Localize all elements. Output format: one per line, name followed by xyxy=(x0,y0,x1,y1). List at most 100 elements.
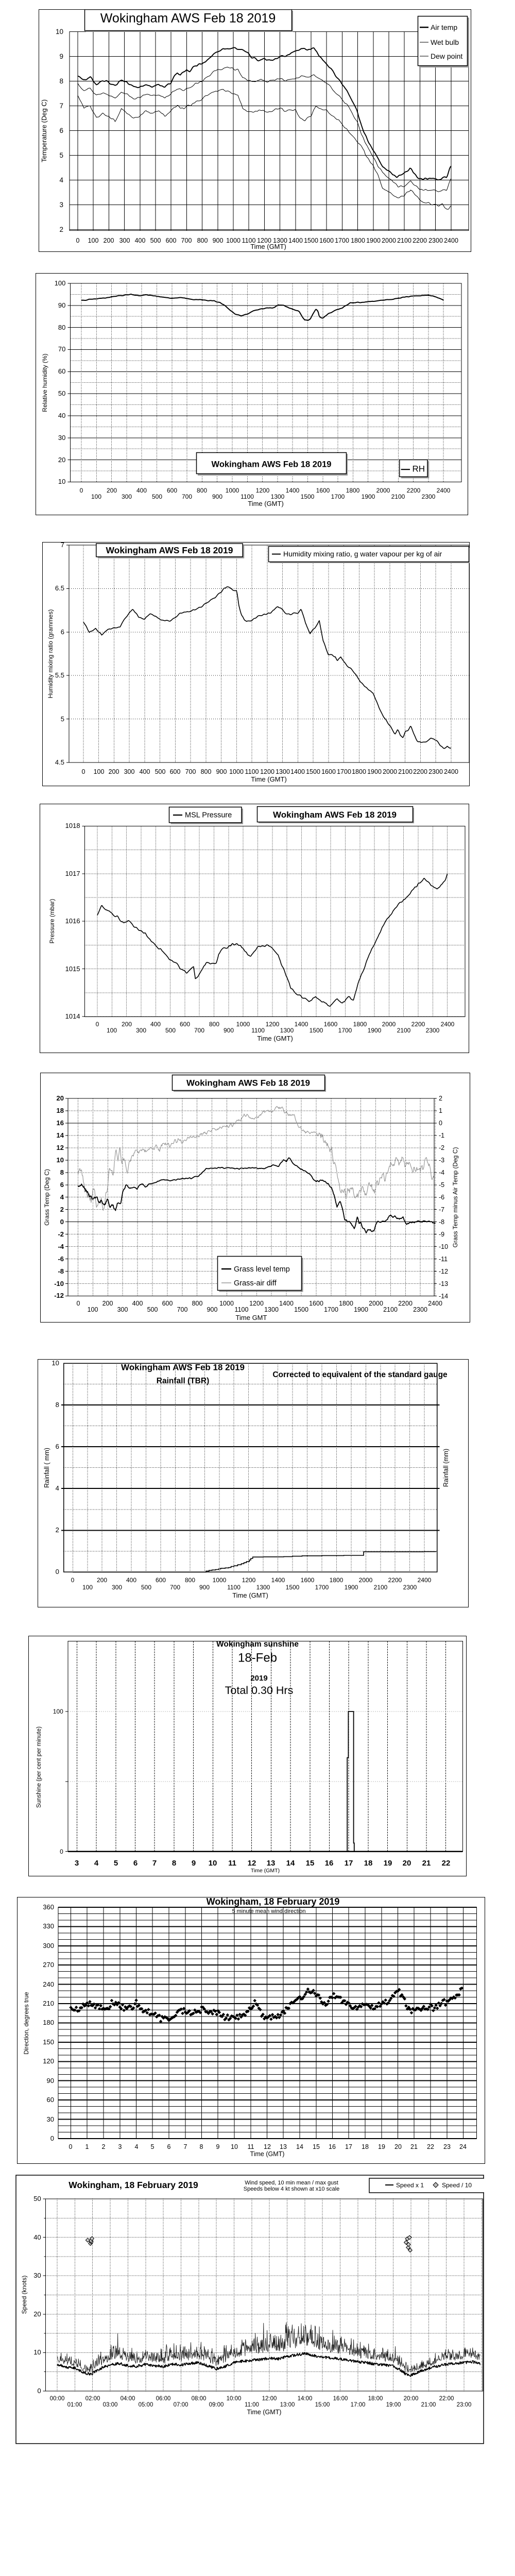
svg-text:2: 2 xyxy=(102,2143,106,2150)
svg-text:200: 200 xyxy=(122,1021,132,1028)
svg-text:24: 24 xyxy=(459,2143,467,2150)
svg-text:-1: -1 xyxy=(439,1132,444,1139)
svg-text:1000: 1000 xyxy=(213,1577,227,1584)
svg-text:1500: 1500 xyxy=(310,1027,323,1034)
svg-text:1018: 1018 xyxy=(65,822,80,829)
svg-text:120: 120 xyxy=(43,2057,54,2065)
svg-text:Wokingham AWS Feb 18 2019: Wokingham AWS Feb 18 2019 xyxy=(212,460,332,469)
svg-text:0: 0 xyxy=(77,1300,80,1307)
svg-text:200: 200 xyxy=(97,1577,107,1584)
svg-text:Rainfall ( mm): Rainfall ( mm) xyxy=(43,1448,50,1488)
svg-text:Wokingham AWS Feb 18 2019: Wokingham AWS Feb 18 2019 xyxy=(273,810,397,820)
svg-text:08:00: 08:00 xyxy=(192,2396,207,2402)
svg-text:800: 800 xyxy=(197,237,208,244)
svg-text:1700: 1700 xyxy=(335,237,349,244)
svg-text:1900: 1900 xyxy=(366,237,381,244)
svg-text:Wind speed, 10 min mean / max: Wind speed, 10 min mean / max gust xyxy=(245,2180,338,2186)
svg-text:22:00: 22:00 xyxy=(439,2396,454,2402)
svg-text:2300: 2300 xyxy=(403,1584,417,1591)
svg-text:Rainfall (TBR): Rainfall (TBR) xyxy=(157,1377,209,1385)
svg-text:Speed / 10: Speed / 10 xyxy=(442,2182,472,2189)
svg-text:2100: 2100 xyxy=(398,768,413,775)
svg-text:Time (GMT): Time (GMT) xyxy=(250,243,286,250)
svg-text:1700: 1700 xyxy=(338,1027,352,1034)
svg-text:70: 70 xyxy=(58,345,65,353)
svg-text:1200: 1200 xyxy=(257,237,271,244)
svg-text:5: 5 xyxy=(61,715,64,723)
svg-text:10: 10 xyxy=(56,28,63,36)
svg-text:1100: 1100 xyxy=(251,1027,265,1034)
svg-text:Wokingham AWS Feb 18 2019: Wokingham AWS Feb 18 2019 xyxy=(106,545,233,555)
svg-text:9: 9 xyxy=(192,1859,196,1868)
svg-text:2: 2 xyxy=(56,1526,59,1534)
svg-text:200: 200 xyxy=(109,768,119,775)
svg-text:2300: 2300 xyxy=(422,493,436,500)
svg-text:1100: 1100 xyxy=(241,493,254,500)
svg-text:2000: 2000 xyxy=(383,768,397,775)
svg-text:13: 13 xyxy=(280,2143,287,2150)
svg-text:400: 400 xyxy=(132,1300,143,1307)
svg-text:900: 900 xyxy=(212,493,222,500)
svg-text:5: 5 xyxy=(114,1859,118,1868)
svg-text:0: 0 xyxy=(37,2387,41,2395)
svg-text:100: 100 xyxy=(91,493,101,500)
svg-text:1016: 1016 xyxy=(65,917,80,925)
svg-text:500: 500 xyxy=(155,768,166,775)
svg-text:1500: 1500 xyxy=(294,1306,308,1313)
svg-text:09:00: 09:00 xyxy=(209,2402,224,2408)
svg-text:270: 270 xyxy=(43,1961,54,1969)
svg-text:-8: -8 xyxy=(58,1267,64,1275)
svg-text:2400: 2400 xyxy=(418,1577,432,1584)
svg-text:Wokingham, 18 February 2019: Wokingham, 18 February 2019 xyxy=(68,2180,198,2190)
svg-text:10: 10 xyxy=(231,2143,238,2150)
svg-text:1300: 1300 xyxy=(276,768,290,775)
svg-text:Pressure (mbar): Pressure (mbar) xyxy=(48,899,56,944)
svg-text:1400: 1400 xyxy=(295,1021,308,1028)
svg-text:Time (GMT): Time (GMT) xyxy=(251,1868,280,1874)
svg-text:Time GMT: Time GMT xyxy=(236,1314,267,1321)
svg-text:17:00: 17:00 xyxy=(351,2402,366,2408)
svg-text:1400: 1400 xyxy=(290,768,305,775)
svg-text:300: 300 xyxy=(119,237,130,244)
svg-text:21: 21 xyxy=(422,1859,431,1868)
svg-text:0: 0 xyxy=(96,1021,99,1028)
svg-text:11:00: 11:00 xyxy=(245,2402,259,2408)
svg-text:Time (GMT): Time (GMT) xyxy=(257,1035,293,1042)
svg-text:4: 4 xyxy=(135,2143,139,2150)
svg-text:9: 9 xyxy=(216,2143,220,2150)
svg-text:Wet bulb: Wet bulb xyxy=(431,38,459,46)
svg-text:-10: -10 xyxy=(439,1243,448,1250)
svg-text:13:00: 13:00 xyxy=(280,2402,295,2408)
svg-text:5: 5 xyxy=(59,151,63,159)
svg-text:0: 0 xyxy=(56,1568,59,1575)
svg-text:1300: 1300 xyxy=(273,237,287,244)
svg-text:7: 7 xyxy=(59,102,63,110)
svg-text:-4: -4 xyxy=(439,1169,444,1176)
svg-text:30: 30 xyxy=(58,434,65,442)
svg-text:-12: -12 xyxy=(439,1268,448,1275)
svg-text:-7: -7 xyxy=(439,1206,444,1213)
svg-text:4: 4 xyxy=(60,1193,64,1201)
svg-text:1900: 1900 xyxy=(368,1027,382,1034)
svg-text:1500: 1500 xyxy=(286,1584,300,1591)
svg-text:500: 500 xyxy=(141,1584,151,1591)
svg-text:400: 400 xyxy=(150,1021,161,1028)
svg-text:1500: 1500 xyxy=(304,237,318,244)
svg-text:1100: 1100 xyxy=(245,768,259,775)
svg-text:1300: 1300 xyxy=(264,1306,279,1313)
svg-text:07:00: 07:00 xyxy=(174,2402,188,2408)
svg-text:17: 17 xyxy=(345,1859,353,1868)
svg-text:Dew point: Dew point xyxy=(431,52,462,60)
svg-text:300: 300 xyxy=(122,493,132,500)
svg-text:Wokingham, 18 February 2019: Wokingham, 18 February 2019 xyxy=(207,1897,340,1907)
svg-text:14:00: 14:00 xyxy=(298,2396,313,2402)
svg-text:1800: 1800 xyxy=(330,1577,344,1584)
svg-text:Rainfall (mm): Rainfall (mm) xyxy=(442,1449,450,1487)
svg-text:6: 6 xyxy=(61,628,64,636)
svg-text:19: 19 xyxy=(378,2143,385,2150)
svg-text:800: 800 xyxy=(185,1577,195,1584)
svg-text:Time (GMT): Time (GMT) xyxy=(250,2150,285,2158)
svg-text:60: 60 xyxy=(47,2096,54,2104)
svg-text:1900: 1900 xyxy=(354,1306,368,1313)
svg-text:300: 300 xyxy=(43,1942,54,1950)
